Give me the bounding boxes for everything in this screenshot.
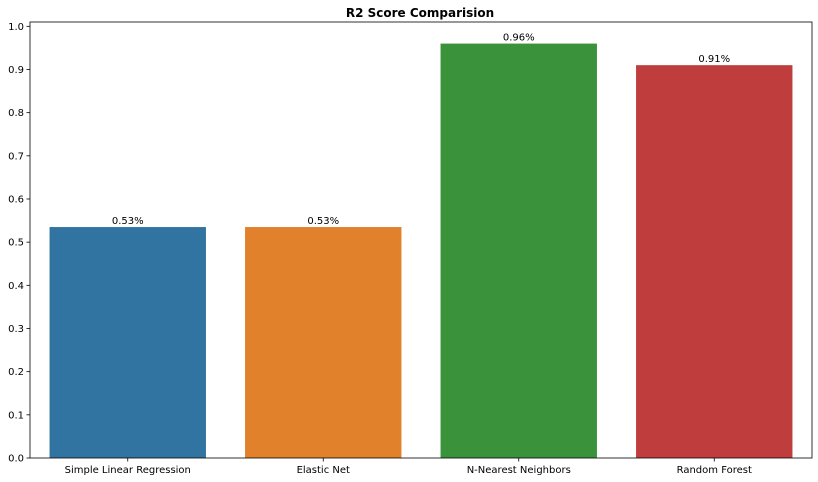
chart-title: R2 Score Comparision [346, 6, 494, 20]
data-label: 0.91% [698, 54, 730, 65]
data-label: 0.53% [307, 216, 339, 227]
y-tick-label: 0.0 [8, 454, 24, 465]
bar-n-nearest-neighbors [440, 43, 597, 458]
y-tick-label: 0.2 [8, 367, 24, 378]
data-label: 0.53% [112, 216, 144, 227]
bar-random-forest [636, 65, 793, 458]
plot-area: 0.53% 0.53%0.96%0.91% 0.00.10.20.30.40.50… [8, 21, 813, 476]
x-tick-label: N-Nearest Neighbors [467, 465, 571, 476]
data-labels-layer: 0.53% 0.53% 0.96% 0.91% [112, 33, 730, 227]
y-axis: 0.0 0.1 0.2 0.3 0.4 0.5 0.6 0.7 0.8 0.9 1.0 [8, 22, 30, 465]
bar-simple-linear-regression [49, 227, 206, 458]
y-tick-label: 1.0 [8, 22, 24, 33]
y-tick-label: 0.8 [8, 108, 24, 119]
y-tick-label: 0.7 [8, 151, 24, 162]
bars-layer [49, 43, 793, 458]
data-label: 0.96% [503, 33, 535, 44]
bar-elastic-net [245, 227, 402, 458]
y-tick-label: 0.9 [8, 65, 24, 76]
x-tick-label: Elastic Net [297, 465, 350, 476]
y-tick-label: 0.3 [8, 324, 24, 335]
x-axis: Simple Linear Regression Elastic Net N-Nea… [65, 458, 752, 476]
y-tick-label: 0.4 [8, 281, 24, 292]
x-tick-label: Simple Linear Regression [65, 465, 191, 476]
y-tick-label: 0.1 [8, 410, 24, 421]
y-tick-label: 0.6 [8, 194, 24, 205]
y-tick-label: 0.5 [8, 238, 24, 249]
plot-frame [29, 21, 813, 459]
x-tick-label: Random Forest [677, 465, 752, 476]
